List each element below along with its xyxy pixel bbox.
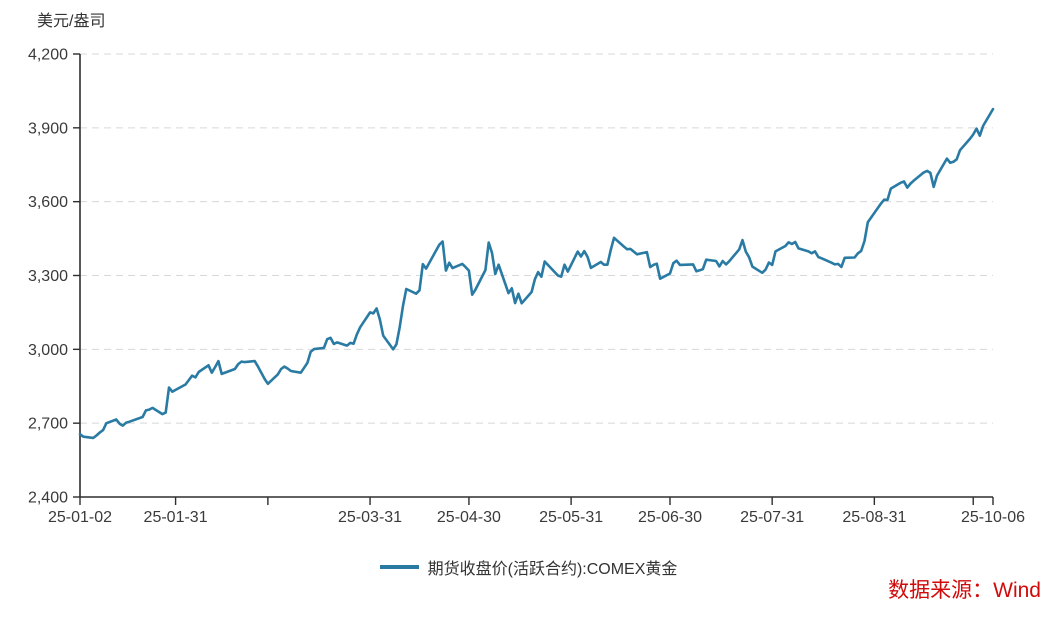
gold-price-line-chart: 2,400 2,700 3,000 3,300 3,600 3,900 4,200 25-01… [28,47,1025,527]
x-tick-label: 25-07-31 [740,509,804,526]
y-tick-label: 3,300 [28,268,68,285]
y-tick-label: 2,400 [28,490,68,507]
legend-line-swatch [379,565,419,569]
x-tick-label: 25-06-30 [638,509,702,526]
data-source-label: 数据来源：Wind [888,579,1041,602]
x-tick-label: 25-03-31 [338,509,402,526]
x-tick-label: 25-01-02 [48,509,112,526]
x-tick-label: 25-01-31 [144,509,208,526]
y-tick-label: 4,200 [28,47,68,64]
y-tick-label: 3,000 [28,342,68,359]
y-tick-label: 3,900 [28,120,68,137]
legend-label: 期货收盘价(活跃合约):COMEX黄金 [427,561,678,578]
legend: 期货收盘价(活跃合约):COMEX黄金 [0,555,1057,579]
price-line-series [78,107,995,440]
x-tick-label: 25-10-06 [961,509,1025,526]
x-tick-label: 25-08-31 [842,509,906,526]
y-tick-label: 3,600 [28,194,68,211]
x-tick-label: 25-05-31 [539,509,603,526]
x-tick-label: 25-04-30 [437,509,501,526]
y-axis-unit-label: 美元/盎司 [37,13,106,30]
y-tick-label: 2,700 [28,416,68,433]
